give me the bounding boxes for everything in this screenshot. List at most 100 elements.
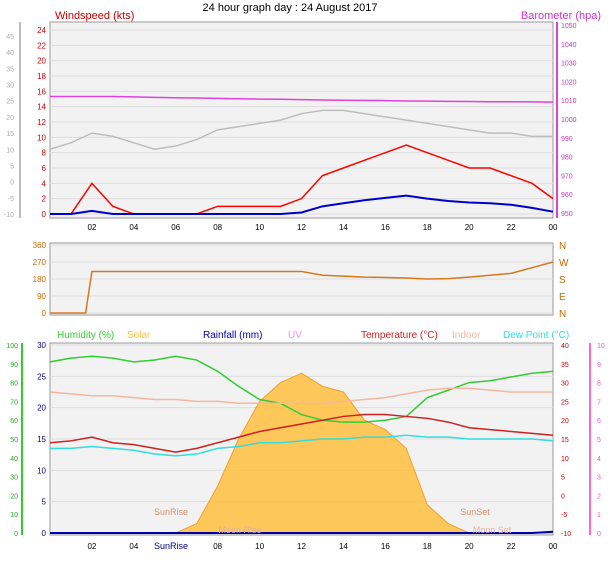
indoor-temperature-line xyxy=(49,387,553,405)
barometer-tick-label: 980 xyxy=(561,155,573,162)
sunrise-axis-label: SunRise xyxy=(154,541,188,551)
windspeed-tick-label: 6 xyxy=(42,164,47,173)
barometer-tick-label: 1030 xyxy=(561,61,577,68)
panel3-time-tick: 14 xyxy=(339,542,348,551)
panel3-time-tick: 04 xyxy=(129,542,138,551)
humidity-tick-label: 20 xyxy=(10,493,18,500)
rainfall-line xyxy=(50,530,554,534)
grey-scale-tick-label: 20 xyxy=(6,115,14,122)
panel3-time-tick: 20 xyxy=(465,542,474,551)
windspeed-tick-label: 16 xyxy=(37,87,46,96)
panel1-time-tick: 22 xyxy=(507,223,516,232)
wind-direction-tick-label: 90 xyxy=(37,292,46,301)
grey-scale-tick-label: -10 xyxy=(4,212,14,219)
wind-baro-plot-area xyxy=(49,21,554,219)
rainfall-tick-label: 25 xyxy=(37,372,46,381)
panel1-time-tick: 14 xyxy=(339,223,348,232)
barometer-tick-label: 990 xyxy=(561,136,573,143)
humidity-tick-label: 30 xyxy=(10,475,18,482)
compass-tick-label: N xyxy=(559,309,566,320)
temperature-tick-label: 0 xyxy=(561,493,565,500)
rainfall-tick-label: 5 xyxy=(42,498,47,507)
barometer-tick-label: 1020 xyxy=(561,79,577,86)
compass-tick-label: N xyxy=(559,241,566,252)
grey-scale-tick-label: 15 xyxy=(6,131,14,138)
sunrise-label: SunRise xyxy=(154,507,188,517)
panel1-time-tick: 00 xyxy=(549,223,558,232)
barometer-tick-label: 1040 xyxy=(561,42,577,49)
rainfall-tick-label: 30 xyxy=(37,341,46,350)
dew-point-line xyxy=(50,434,554,457)
panel1-time-tick: 02 xyxy=(87,223,96,232)
page-title: 24 hour graph day : 24 August 2017 xyxy=(203,2,378,14)
panel1-time-tick: 18 xyxy=(423,223,432,232)
grey-scale-tick-label: 45 xyxy=(6,34,14,41)
uv-tick-label: 9 xyxy=(597,362,601,369)
windspeed-tick-label: 8 xyxy=(42,149,47,158)
panel1-time-tick: 12 xyxy=(297,223,306,232)
panel1-series xyxy=(49,95,554,215)
legend-dew-point: Dew Point (°C) xyxy=(503,330,569,341)
panel3-time-tick: 18 xyxy=(423,542,432,551)
panel1-time-tick: 08 xyxy=(213,223,222,232)
legend-solar: Solar xyxy=(127,330,151,341)
wind-direction-tick-label: 180 xyxy=(33,275,47,284)
grey-scale-tick-label: 35 xyxy=(6,66,14,73)
panel3-series xyxy=(49,355,554,534)
barometer-line xyxy=(50,95,554,103)
grey-trace-line xyxy=(49,109,553,151)
temperature-tick-label: 35 xyxy=(561,362,569,369)
barometer-tick-label: 1000 xyxy=(561,117,577,124)
grey-scale-tick-label: 25 xyxy=(6,99,14,106)
temperature-tick-label: 40 xyxy=(561,343,569,350)
humidity-tick-label: 0 xyxy=(14,531,18,538)
windspeed-tick-label: 18 xyxy=(37,72,46,81)
legend-humidity: Humidity (%) xyxy=(57,330,114,341)
compass-tick-label: E xyxy=(559,292,566,303)
barometer-axis-label: Barometer (hpa) xyxy=(521,10,601,22)
legend-temperature: Temperature (°C) xyxy=(361,330,438,341)
barometer-tick-label: 950 xyxy=(561,211,573,218)
windspeed-tick-label: 14 xyxy=(37,103,46,112)
panel3-time-tick: 22 xyxy=(507,542,516,551)
wind-direction-tick-label: 360 xyxy=(33,241,47,250)
uv-tick-label: 4 xyxy=(597,456,601,463)
grey-scale-tick-label: 30 xyxy=(6,83,14,90)
panel2-left-ticks: 360 270 180 90 0 xyxy=(33,241,47,318)
windspeed-tick-label: 4 xyxy=(42,179,47,188)
humidity-tick-label: 100 xyxy=(6,343,18,350)
windspeed-tick-label: 20 xyxy=(37,57,46,66)
windspeed-tick-label: 24 xyxy=(37,26,46,35)
grey-scale-tick-label: 40 xyxy=(6,50,14,57)
panel3-time-tick: 02 xyxy=(87,542,96,551)
barometer-tick-label: 970 xyxy=(561,173,573,180)
barometer-tick-label: 1050 xyxy=(561,23,577,30)
uv-tick-label: 2 xyxy=(597,493,601,500)
humidity-tick-label: 50 xyxy=(10,437,18,444)
moonset-label: Moon Set xyxy=(473,525,512,535)
humidity-tick-label: 10 xyxy=(10,512,18,519)
panel3-legend: Humidity (%) Solar Rainfall (mm) UV Temperat… xyxy=(57,330,569,341)
panel1-time-tick: 16 xyxy=(381,223,390,232)
windspeed-axis-label: Windspeed (kts) xyxy=(55,10,134,22)
grey-scale-tick-label: 0 xyxy=(10,180,14,187)
rainfall-tick-label: 20 xyxy=(37,404,46,413)
wind-direction-line xyxy=(50,261,554,314)
uv-tick-label: 10 xyxy=(597,343,605,350)
panel1-time-tick: 04 xyxy=(129,223,138,232)
legend-rainfall: Rainfall (mm) xyxy=(203,330,262,341)
humidity-tick-label: 40 xyxy=(10,456,18,463)
wind-average-line xyxy=(50,194,554,215)
windspeed-tick-label: 12 xyxy=(37,118,46,127)
barometer-tick-label: 960 xyxy=(561,192,573,199)
temperature-tick-label: 15 xyxy=(561,437,569,444)
moonrise-label: Moon Rise xyxy=(218,525,261,535)
windspeed-tick-label: 0 xyxy=(42,210,47,219)
temperature-tick-label: 10 xyxy=(561,456,569,463)
compass-tick-label: S xyxy=(559,275,566,286)
uv-tick-label: 8 xyxy=(597,381,601,388)
windspeed-tick-label: 10 xyxy=(37,133,46,142)
